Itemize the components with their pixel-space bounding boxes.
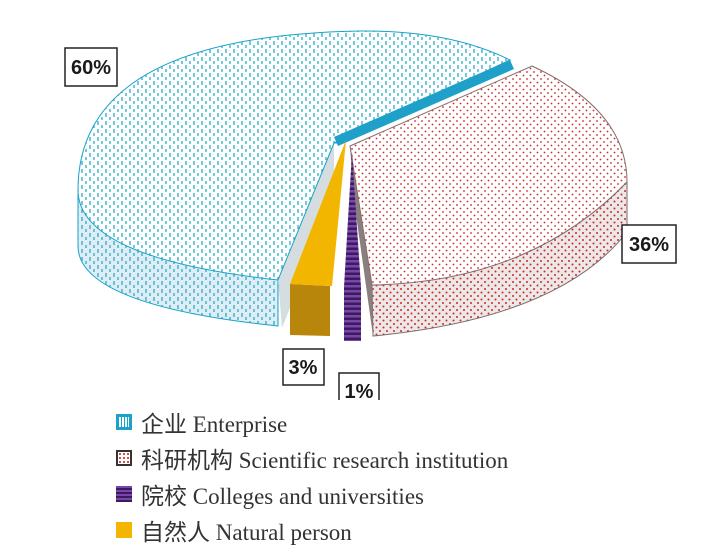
data-label-colleges: 1%: [338, 372, 380, 400]
legend-label-research: 科研机构 Scientific research institution: [141, 448, 509, 473]
data-label-enterprise: 60%: [64, 47, 118, 87]
data-label-natural-person-text: 3%: [289, 357, 318, 379]
legend-swatch-research: [116, 450, 132, 466]
slice-research-inner-wall: [350, 146, 373, 336]
legend-label-natural-person: 自然人 Natural person: [141, 520, 352, 545]
legend-swatch-colleges: [116, 486, 132, 502]
legend-item-colleges: 院校 Colleges and universities: [116, 476, 508, 512]
legend-label-enterprise: 企业 Enterprise: [141, 412, 288, 437]
data-label-natural-person: 3%: [282, 348, 325, 386]
slice-enterprise-edge: [334, 60, 514, 146]
slice-natural-person-top: [290, 140, 346, 286]
slice-colleges-top: [344, 152, 361, 287]
slice-colleges-side: [344, 287, 361, 341]
legend-item-enterprise: 企业 Enterprise: [116, 404, 508, 440]
data-label-colleges-text: 1%: [345, 381, 374, 400]
slice-natural-person-side: [290, 284, 330, 336]
legend-item-research: 科研机构 Scientific research institution: [116, 440, 508, 476]
legend-swatch-enterprise: [116, 414, 132, 430]
data-label-enterprise-text: 60%: [71, 57, 111, 79]
pie-chart: 60% 36% 3% 1%: [64, 30, 677, 400]
legend-item-natural-person: 自然人 Natural person: [116, 512, 508, 548]
legend: 企业 Enterprise 科研机构 Scientific research i…: [116, 404, 508, 548]
slice-research-top: [349, 65, 628, 286]
legend-swatch-natural-person: [116, 522, 132, 538]
legend-label-colleges: 院校 Colleges and universities: [141, 484, 424, 509]
data-label-research: 36%: [621, 224, 677, 264]
data-label-research-text: 36%: [629, 234, 669, 256]
